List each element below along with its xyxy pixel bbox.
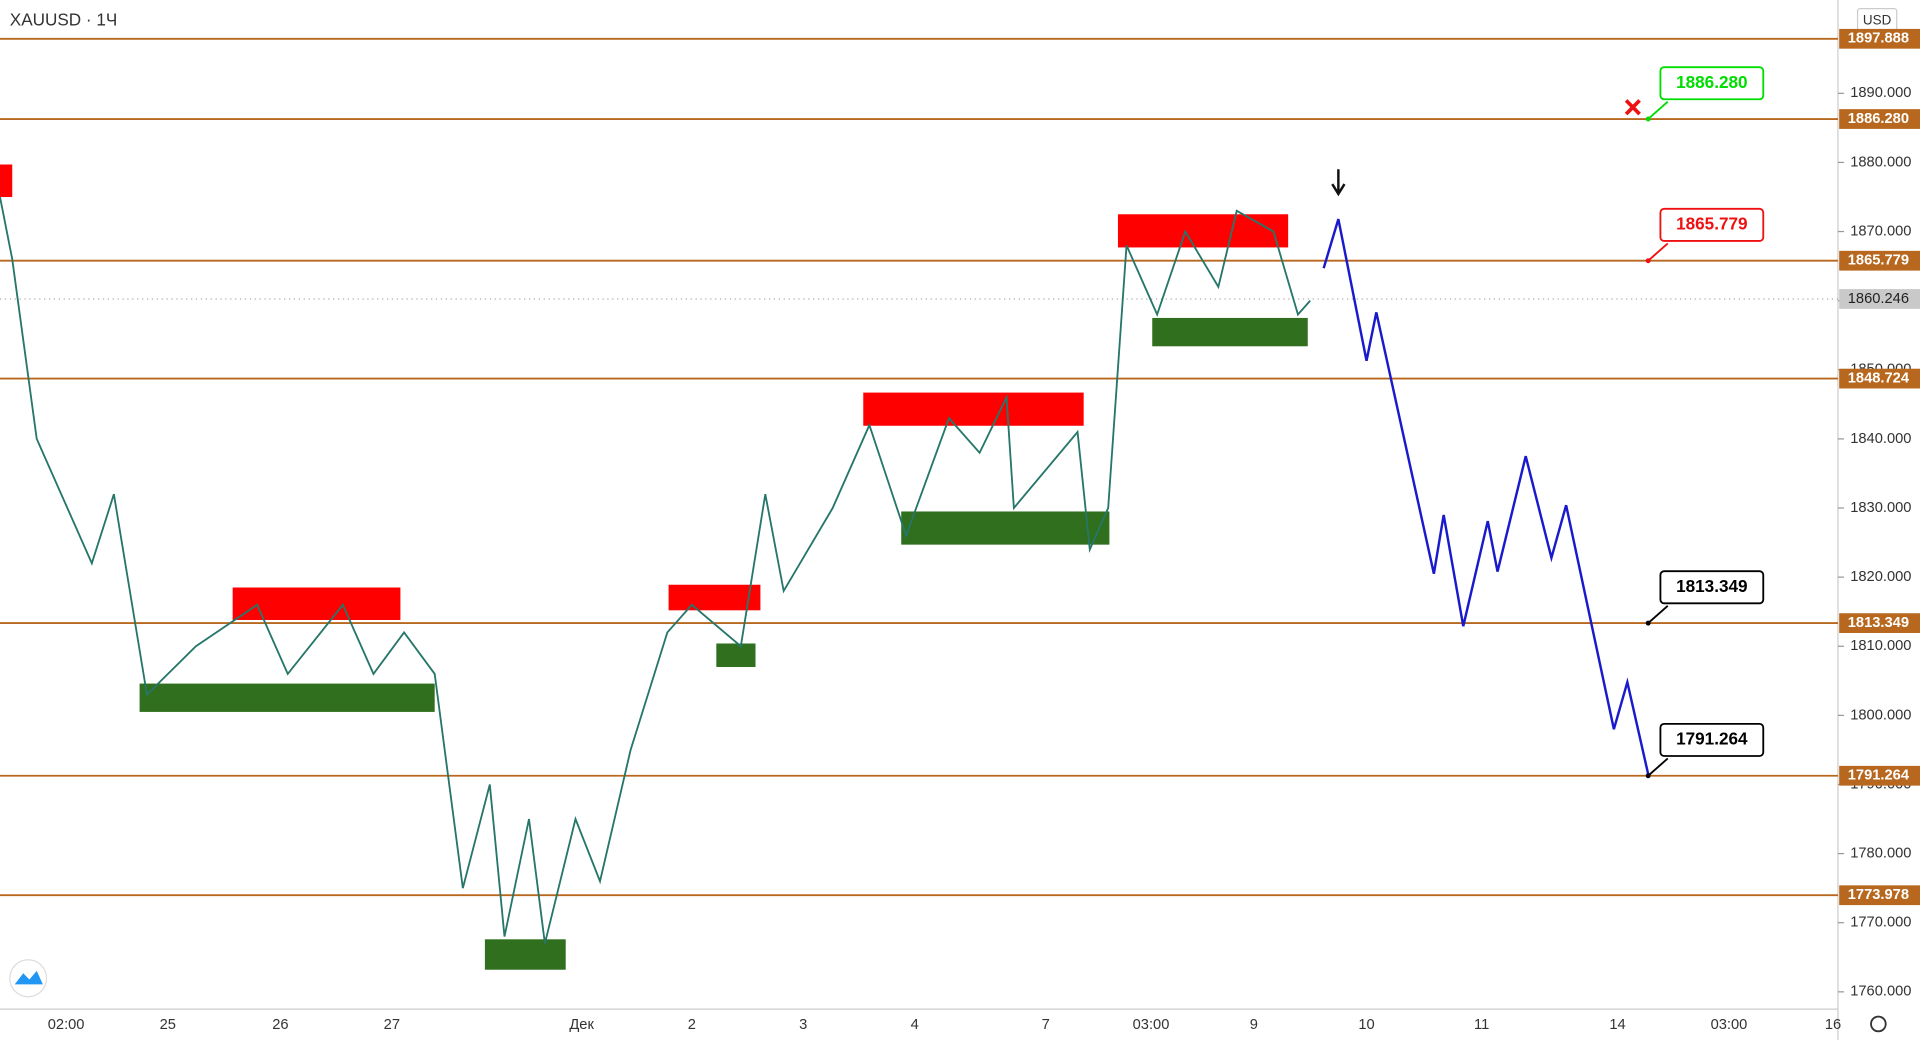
x-tick-label: 9 — [1250, 1017, 1258, 1033]
x-tick-label: 2 — [688, 1017, 696, 1033]
last-price-label: 1860.246 — [1848, 291, 1909, 307]
x-tick-label: 7 — [1042, 1017, 1050, 1033]
x-tick-label: 3 — [799, 1017, 807, 1033]
x-tick-label: 16 — [1825, 1017, 1841, 1033]
callout-box — [1659, 66, 1765, 101]
level-box — [1839, 109, 1920, 129]
level-box — [1839, 885, 1920, 906]
callout-anchor — [1645, 773, 1651, 779]
callout-label: 1813.349 — [1676, 576, 1747, 596]
callout-pointer — [1647, 242, 1669, 262]
y-tick-label: 1840.000 — [1850, 431, 1911, 447]
supply-zone — [232, 587, 401, 620]
x-tick-label: 11 — [1474, 1017, 1489, 1033]
demand-zone — [484, 939, 566, 970]
callout-box — [1659, 722, 1765, 757]
x-tick-label: 25 — [160, 1017, 176, 1033]
level-label: 1813.349 — [1848, 615, 1909, 631]
level-box — [1839, 28, 1920, 49]
x-tick-label: 10 — [1358, 1017, 1374, 1033]
y-tick-label: 1770.000 — [1850, 915, 1911, 931]
level-label: 1865.779 — [1848, 253, 1909, 269]
level-box — [1839, 613, 1920, 633]
y-tick-label: 1760.000 — [1850, 984, 1911, 1000]
callout-pointer — [1647, 101, 1669, 120]
level-label: 1897.888 — [1848, 31, 1909, 47]
cross-mark — [1624, 99, 1641, 116]
currency-label: USD — [1863, 13, 1892, 28]
callout-anchor — [1645, 620, 1651, 626]
x-tick-label: 03:00 — [1133, 1017, 1170, 1033]
x-tick-label: 26 — [272, 1017, 288, 1033]
y-tick-label: 1830.000 — [1850, 500, 1911, 516]
demand-zone — [901, 511, 1110, 545]
y-tick-label: 1890.000 — [1850, 85, 1911, 101]
supply-zone — [0, 164, 13, 197]
x-tick-label: 03:00 — [1711, 1017, 1748, 1033]
level-label: 1886.280 — [1848, 111, 1909, 127]
level-label: 1848.724 — [1848, 370, 1910, 386]
x-tick-label: 27 — [384, 1017, 400, 1033]
demand-zone — [1152, 317, 1308, 347]
price-line — [0, 196, 1311, 944]
callout-box — [1659, 207, 1765, 242]
level-label: 1773.978 — [1848, 887, 1909, 903]
y-tick-label: 1870.000 — [1850, 223, 1911, 239]
callout-box — [1659, 570, 1765, 605]
callout-label: 1791.264 — [1676, 728, 1748, 748]
down-arrow — [1331, 169, 1346, 197]
callout-anchor — [1645, 116, 1651, 122]
y-tick-label: 1810.000 — [1850, 638, 1911, 654]
y-tick-label: 1800.000 — [1850, 707, 1911, 723]
y-tick-label: 1820.000 — [1850, 569, 1911, 585]
level-label: 1791.264 — [1848, 768, 1910, 784]
callout-pointer — [1647, 605, 1669, 624]
demand-zone — [716, 643, 756, 667]
projection-line — [1322, 218, 1650, 775]
callout-label: 1865.779 — [1676, 213, 1747, 233]
x-tick-label: 02:00 — [48, 1017, 85, 1033]
supply-zone — [863, 392, 1084, 426]
callout-anchor — [1645, 258, 1651, 264]
y-tick-label: 1880.000 — [1850, 154, 1911, 170]
x-tick-label: 4 — [911, 1017, 919, 1033]
supply-zone — [668, 584, 761, 611]
x-tick-label: 14 — [1609, 1017, 1625, 1033]
symbol-title: XAUUSD · 1Ч — [10, 9, 118, 29]
demand-zone — [139, 683, 435, 712]
logo-mark — [14, 970, 43, 985]
callout-pointer — [1647, 757, 1669, 777]
level-box — [1839, 368, 1920, 389]
x-tick-label: Дек — [569, 1017, 594, 1033]
level-box — [1839, 250, 1920, 271]
last-price-box — [1839, 289, 1920, 309]
y-tick-label: 1780.000 — [1850, 845, 1911, 861]
plot: 1760.0001770.0001780.0001790.0001800.000… — [0, 28, 1920, 1033]
supply-zone — [1117, 214, 1289, 248]
settings-icon[interactable] — [1870, 1015, 1887, 1033]
callout-label: 1886.280 — [1676, 72, 1747, 92]
level-box — [1839, 765, 1920, 786]
